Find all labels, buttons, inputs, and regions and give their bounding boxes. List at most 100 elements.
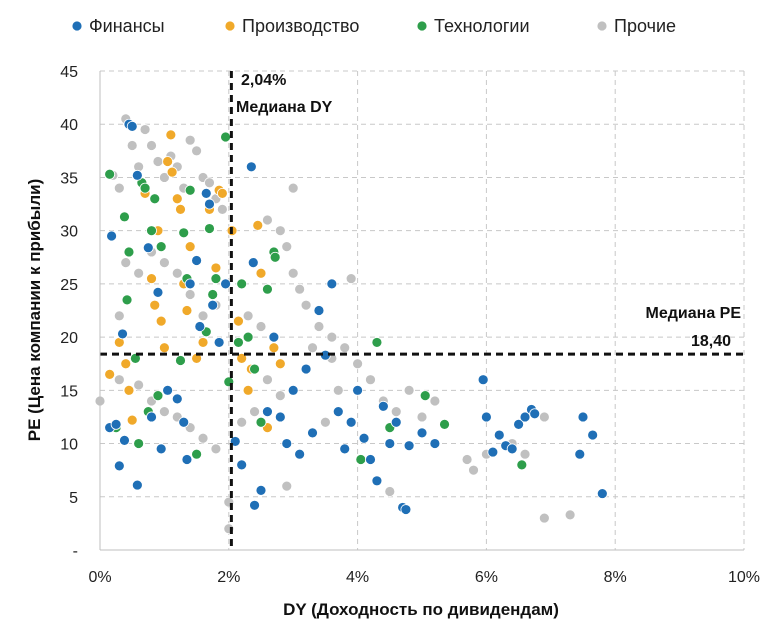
legend-label: Технологии [434,16,530,36]
data-point [300,299,312,311]
data-point [529,408,541,420]
data-point [294,448,306,460]
data-point [587,429,599,441]
data-point [130,352,141,364]
data-point [319,416,331,428]
data-point [158,257,170,269]
data-point [152,287,164,298]
data-point [519,411,531,423]
data-point [200,188,212,199]
data-point [207,289,219,300]
data-point [106,230,117,242]
legend-marker [416,20,428,32]
data-point [416,427,428,439]
y-axis-title: PE (Цена компании к прибыли) [25,179,44,442]
median-dy-value: 2,04% [241,72,286,89]
data-point [171,267,183,279]
x-axis-title: DY (Доходность по дивидендам) [283,600,559,619]
data-point [262,374,273,386]
data-point [332,384,344,396]
y-tick-label: - [73,543,78,560]
data-point [175,355,186,366]
data-point [493,429,505,441]
y-tick-label: 45 [60,64,78,81]
data-point [166,166,178,178]
data-point [352,384,364,396]
median-pe-label: Медиана PE [646,305,742,322]
data-point [281,438,293,449]
data-point [477,374,489,386]
data-point [439,418,450,430]
data-point [123,246,135,258]
legend-label: Финансы [89,16,165,36]
data-point [506,443,518,455]
legend: Финансы Производство Технологии Прочие [71,16,676,36]
data-point [255,484,267,496]
data-point [384,438,396,449]
data-point [158,342,170,354]
data-point [191,145,203,157]
data-point [519,448,531,460]
data-point [384,486,396,497]
data-point [281,241,293,253]
data-point [268,342,280,354]
data-point [197,432,209,444]
data-point [152,156,164,167]
data-point [326,278,338,290]
data-point [184,134,196,146]
data-point [113,182,125,194]
data-point [119,434,130,446]
data-point [516,459,528,471]
data-point [345,416,357,428]
data-point [596,488,608,499]
data-point [269,251,281,263]
data-point [194,321,206,332]
x-tick-label: 4% [346,569,369,586]
data-point [416,411,428,423]
data-point [429,438,441,449]
data-point [184,289,196,300]
data-point [262,283,273,295]
data-point [307,342,318,354]
data-point [146,225,157,237]
data-point [300,363,312,375]
x-tick-label: 6% [475,569,498,586]
data-point [371,337,383,348]
legend-label: Производство [242,16,359,36]
data-point [191,255,203,266]
data-point [162,384,174,396]
data-point [131,479,143,491]
data-point [131,169,143,181]
data-point [104,368,116,380]
data-point [120,257,132,269]
data-point [242,310,254,322]
data-point [247,257,259,269]
data-point [249,363,260,375]
data-point [461,454,473,465]
data-point [274,225,286,237]
data-point [220,278,231,290]
legend-marker [596,20,608,32]
data-point [255,416,267,428]
data-point [245,161,257,173]
data-point [204,177,215,189]
median-lines [100,71,744,550]
data-point [126,140,138,151]
data-point [113,460,125,472]
data-point [371,475,383,487]
data-point [345,273,357,284]
data-point [191,448,203,460]
data-point [262,214,273,226]
data-point [255,267,267,279]
data-point [287,182,299,194]
data-point [390,406,402,418]
data-point [313,321,325,332]
data-point [197,337,209,348]
data-point [287,384,299,396]
median-pe-value: 18,40 [691,333,731,350]
data-point [133,267,145,279]
data-point [274,358,286,370]
data-point [216,203,228,215]
x-tick-label: 8% [604,569,627,586]
data-point [117,328,128,340]
